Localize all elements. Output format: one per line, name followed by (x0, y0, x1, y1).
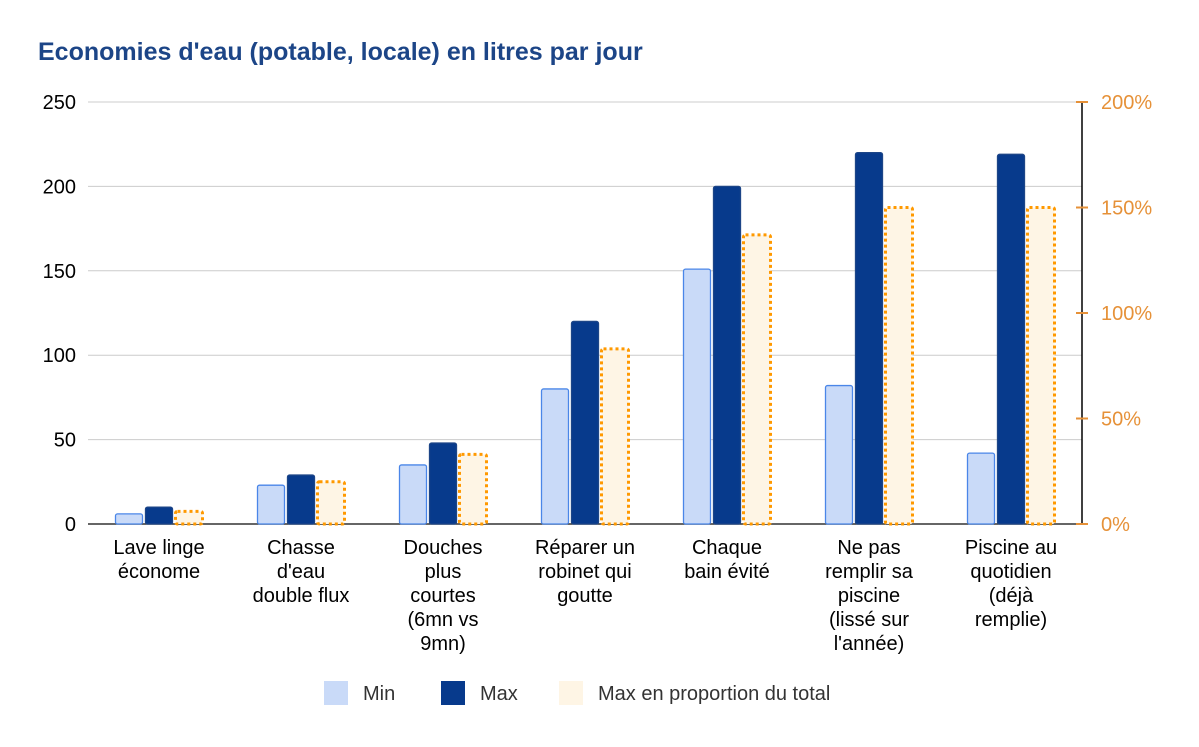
bar-max (712, 185, 742, 525)
legend-swatch (324, 681, 348, 705)
x-tick-label-line: 9mn) (420, 633, 466, 655)
left-axis: 0 50 100 150 200 250 (43, 92, 76, 536)
x-tick-label-line: quotidien (970, 561, 1051, 583)
bar-min (256, 484, 286, 525)
chart-title: Economies d'eau (potable, locale) en lit… (38, 38, 643, 66)
legend-item: Min (324, 681, 395, 705)
bar-min (398, 464, 428, 525)
x-axis-labels: Lave linge économe Chasse d'eau double flux D… (113, 537, 1057, 655)
bar-min (114, 513, 144, 525)
bar-min (824, 384, 854, 525)
y2-tick-label: 150% (1101, 198, 1152, 220)
bar-min (682, 268, 712, 525)
y-tick-label: 150 (43, 261, 76, 283)
x-tick-label-line: Chasse (267, 537, 335, 559)
legend-label: Max en proportion du total (598, 683, 830, 705)
x-tick-label: Chasse d'eau double flux (253, 537, 350, 607)
bar-max (286, 474, 316, 525)
x-tick-label: Ne pas remplir sa piscine (lissé sur l'année… (825, 537, 914, 655)
x-tick-label-line: d'eau (277, 561, 325, 583)
x-tick-label: Chaque bain évité (684, 537, 770, 583)
bar-min (966, 452, 996, 525)
y-tick-label: 50 (54, 430, 76, 452)
x-tick-label-line: l'année) (834, 633, 905, 655)
x-tick-label-line: Douches (404, 537, 483, 559)
y-tick-label: 200 (43, 176, 76, 198)
x-tick-label-line: (6mn vs (407, 609, 478, 631)
y-tick-label: 250 (43, 92, 76, 114)
x-tick-label-line: bain évité (684, 561, 770, 583)
bar-max-en-proportion-du-total (600, 347, 630, 526)
legend-swatch (441, 681, 465, 705)
x-tick-label-line: remplie) (975, 609, 1047, 631)
x-tick-label-line: double flux (253, 585, 350, 607)
x-tick-label: Lave linge économe (113, 537, 204, 583)
x-tick-label-line: Réparer un (535, 537, 635, 559)
right-axis: 0% 50% 100% 150% 200% (1076, 92, 1152, 536)
bars (114, 151, 1056, 526)
y-tick-label: 0 (65, 514, 76, 536)
bar-max-en-proportion-du-total (742, 233, 772, 526)
bar-max (144, 506, 174, 525)
x-tick-label-line: (lissé sur (829, 609, 909, 631)
x-tick-label-line: Piscine au (965, 537, 1057, 559)
y2-tick-label: 0% (1101, 514, 1130, 536)
bar-max-en-proportion-du-total (458, 452, 488, 526)
x-tick-label: Douches plus courtes (6mn vs 9mn) (404, 537, 483, 655)
x-tick-label: Réparer un robinet qui goutte (535, 537, 635, 607)
x-tick-label-line: courtes (410, 585, 476, 607)
bar-max-en-proportion-du-total (174, 509, 204, 526)
bar-max (570, 320, 600, 525)
x-tick-label-line: piscine (838, 585, 900, 607)
y-tick-label: 100 (43, 345, 76, 367)
bar-max (996, 153, 1026, 525)
bar-min (540, 388, 570, 525)
x-tick-label-line: économe (118, 561, 200, 583)
x-tick-label-line: robinet qui (538, 561, 631, 583)
x-tick-label-line: plus (425, 561, 462, 583)
x-tick-label-line: goutte (557, 585, 613, 607)
x-tick-label-line: remplir sa (825, 561, 914, 583)
x-tick-label: Piscine au quotidien (déjà remplie) (965, 537, 1057, 631)
bar-max-en-proportion-du-total (884, 206, 914, 526)
bar-max-en-proportion-du-total (1026, 206, 1056, 526)
bar-max-en-proportion-du-total (316, 480, 346, 526)
bar-max (428, 442, 458, 525)
bar-max (854, 151, 884, 525)
legend-label: Max (480, 683, 518, 705)
legend-swatch (559, 681, 583, 705)
x-tick-label-line: (déjà (989, 585, 1034, 607)
y2-tick-label: 200% (1101, 92, 1152, 114)
legend-item: Max (441, 681, 518, 705)
legend: Min Max Max en proportion du total (324, 681, 830, 705)
x-tick-label-line: Lave linge (113, 537, 204, 559)
x-tick-label-line: Ne pas (837, 537, 900, 559)
legend-item: Max en proportion du total (559, 681, 830, 705)
x-tick-label-line: Chaque (692, 537, 762, 559)
y2-tick-label: 50% (1101, 409, 1141, 431)
legend-label: Min (363, 683, 395, 705)
y2-tick-label: 100% (1101, 303, 1152, 325)
